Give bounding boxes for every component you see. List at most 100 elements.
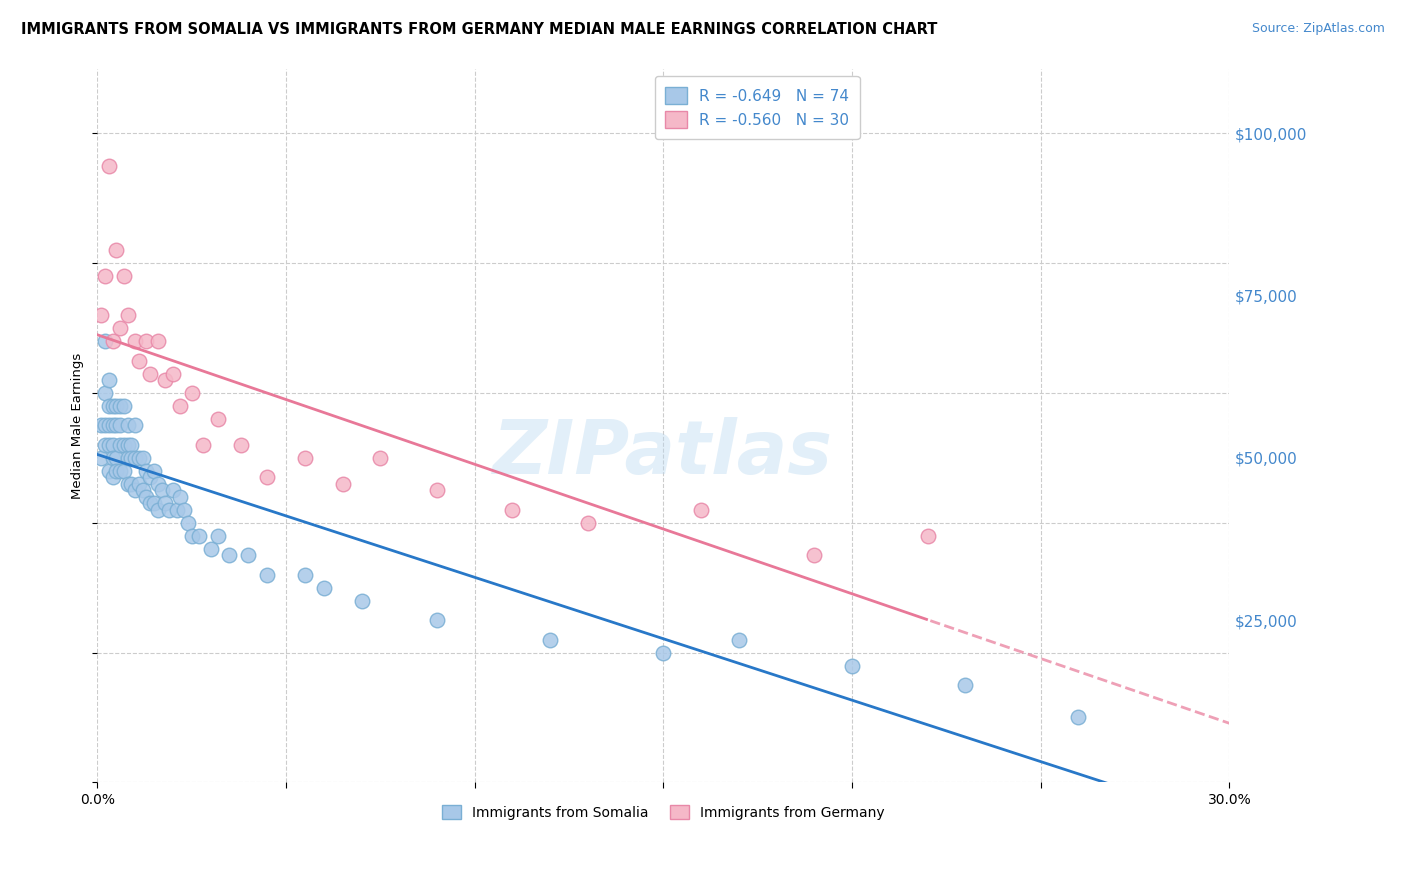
Point — [128, 450, 150, 465]
Point — [117, 476, 139, 491]
Point — [139, 496, 162, 510]
Point — [218, 548, 240, 562]
Point — [117, 418, 139, 433]
Text: ZIPatlas: ZIPatlas — [494, 417, 834, 491]
Point — [139, 367, 162, 381]
Point — [128, 353, 150, 368]
Point — [90, 450, 112, 465]
Point — [155, 496, 177, 510]
Point — [162, 483, 184, 498]
Point — [132, 450, 155, 465]
Point — [143, 496, 166, 510]
Point — [955, 678, 977, 692]
Point — [207, 412, 229, 426]
Point — [117, 308, 139, 322]
Point — [370, 450, 392, 465]
Point — [94, 269, 117, 284]
Point — [502, 503, 524, 517]
Point — [652, 646, 675, 660]
Point — [294, 567, 316, 582]
Point — [173, 503, 195, 517]
Point — [132, 483, 155, 498]
Point — [229, 438, 252, 452]
Point — [169, 399, 191, 413]
Point — [690, 503, 713, 517]
Point — [112, 438, 135, 452]
Point — [166, 503, 188, 517]
Point — [180, 529, 202, 543]
Point — [256, 567, 278, 582]
Point — [350, 593, 373, 607]
Point — [101, 334, 124, 348]
Point — [426, 613, 449, 627]
Point — [124, 418, 146, 433]
Point — [576, 516, 599, 530]
Point — [117, 450, 139, 465]
Point — [426, 483, 449, 498]
Point — [128, 476, 150, 491]
Point — [105, 418, 128, 433]
Point — [124, 334, 146, 348]
Point — [108, 438, 131, 452]
Point — [94, 418, 117, 433]
Point — [155, 373, 177, 387]
Point — [117, 438, 139, 452]
Point — [135, 464, 157, 478]
Point — [917, 529, 939, 543]
Point — [97, 464, 120, 478]
Point — [169, 490, 191, 504]
Point — [157, 503, 180, 517]
Point — [94, 334, 117, 348]
Point — [101, 450, 124, 465]
Point — [207, 529, 229, 543]
Point — [841, 658, 863, 673]
Point — [97, 438, 120, 452]
Point — [108, 464, 131, 478]
Point — [256, 470, 278, 484]
Point — [146, 334, 169, 348]
Point — [112, 269, 135, 284]
Point — [143, 464, 166, 478]
Point — [108, 321, 131, 335]
Text: IMMIGRANTS FROM SOMALIA VS IMMIGRANTS FROM GERMANY MEDIAN MALE EARNINGS CORRELAT: IMMIGRANTS FROM SOMALIA VS IMMIGRANTS FR… — [21, 22, 938, 37]
Point — [124, 483, 146, 498]
Point — [124, 450, 146, 465]
Legend: Immigrants from Somalia, Immigrants from Germany: Immigrants from Somalia, Immigrants from… — [436, 799, 890, 825]
Point — [108, 418, 131, 433]
Point — [728, 632, 751, 647]
Point — [101, 399, 124, 413]
Point — [108, 399, 131, 413]
Point — [200, 541, 222, 556]
Point — [146, 476, 169, 491]
Point — [105, 464, 128, 478]
Point — [538, 632, 561, 647]
Point — [120, 438, 142, 452]
Point — [112, 399, 135, 413]
Point — [90, 308, 112, 322]
Point — [139, 470, 162, 484]
Point — [105, 244, 128, 258]
Point — [97, 399, 120, 413]
Point — [94, 386, 117, 401]
Point — [105, 399, 128, 413]
Point — [94, 438, 117, 452]
Point — [120, 476, 142, 491]
Point — [177, 516, 200, 530]
Point — [1067, 710, 1090, 724]
Point — [803, 548, 825, 562]
Point — [146, 503, 169, 517]
Point — [97, 159, 120, 173]
Point — [294, 450, 316, 465]
Point — [191, 438, 214, 452]
Point — [101, 438, 124, 452]
Point — [135, 334, 157, 348]
Point — [135, 490, 157, 504]
Point — [238, 548, 260, 562]
Point — [188, 529, 211, 543]
Point — [97, 418, 120, 433]
Point — [312, 581, 335, 595]
Y-axis label: Median Male Earnings: Median Male Earnings — [72, 352, 84, 499]
Point — [120, 450, 142, 465]
Point — [101, 470, 124, 484]
Point — [332, 476, 354, 491]
